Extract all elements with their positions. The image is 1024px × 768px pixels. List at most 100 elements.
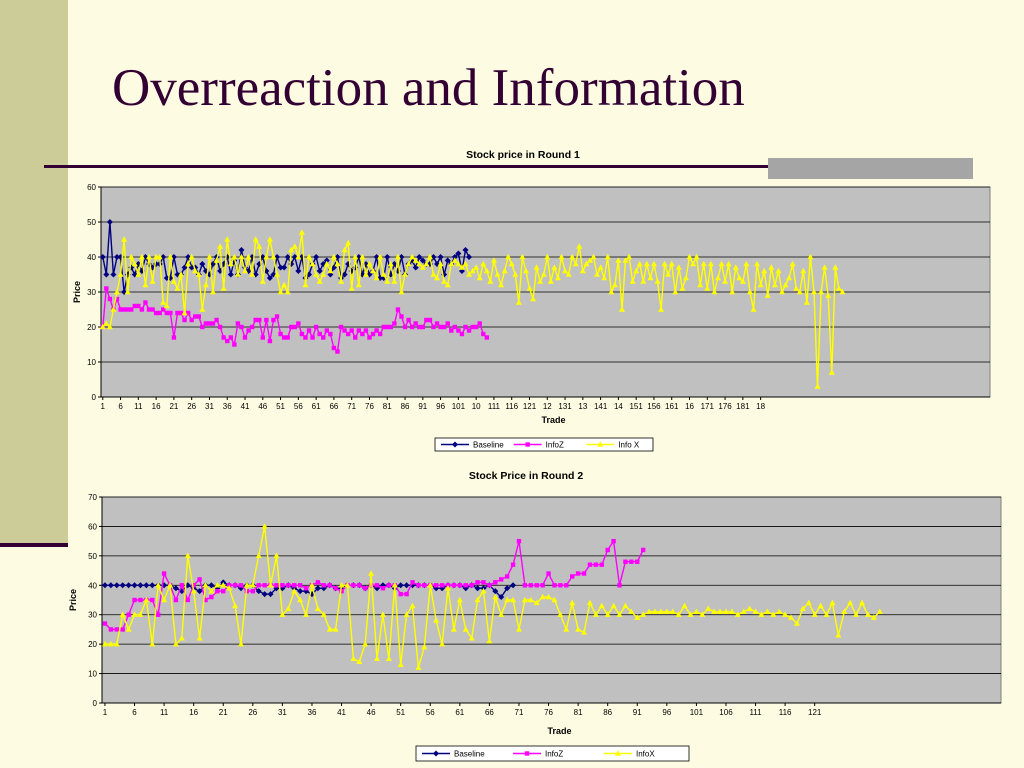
data-point (320, 611, 327, 617)
data-point (473, 324, 479, 330)
data-point (384, 278, 391, 284)
data-point (397, 582, 404, 589)
data-point (288, 246, 295, 253)
data-point (483, 267, 490, 274)
data-point (255, 552, 262, 559)
data-point (192, 267, 199, 274)
data-point (817, 602, 824, 609)
data-point (316, 268, 323, 274)
legend-label: InfoZ (546, 441, 564, 450)
data-point (155, 612, 161, 617)
data-point (636, 260, 643, 267)
data-point (150, 597, 155, 603)
data-point (391, 581, 398, 588)
data-point (640, 278, 647, 284)
data-point (743, 260, 750, 267)
x-tick-label: 56 (426, 708, 435, 717)
data-point (362, 640, 369, 647)
data-point (317, 331, 322, 337)
data-point (143, 596, 150, 603)
data-point (172, 585, 179, 592)
data-point (484, 335, 490, 340)
data-point (522, 583, 528, 588)
data-point (297, 596, 304, 603)
x-tick-label: 181 (736, 402, 750, 411)
data-point (572, 260, 579, 267)
data-point (228, 335, 233, 340)
data-point (796, 288, 803, 295)
data-point (420, 324, 426, 330)
data-point (427, 317, 433, 323)
data-point (633, 267, 640, 274)
data-point (327, 267, 334, 274)
legend: Baseline InfoZ Info X (434, 437, 654, 452)
data-point (675, 264, 682, 270)
data-point (313, 324, 319, 330)
data-point (552, 583, 557, 588)
data-point (120, 627, 125, 632)
x-tick-label: 14 (614, 402, 623, 411)
x-tick-label: 21 (169, 402, 178, 411)
data-point (551, 596, 558, 603)
x-tick-label: 66 (329, 402, 338, 411)
y-tick-label: 50 (88, 552, 97, 561)
data-point (380, 586, 386, 591)
data-point (445, 321, 450, 326)
data-point (121, 307, 127, 312)
data-point (345, 331, 351, 337)
data-point (161, 596, 168, 603)
data-point (196, 634, 203, 641)
data-point (281, 335, 287, 340)
x-tick-label: 81 (574, 708, 583, 717)
data-point (114, 627, 119, 632)
data-point (746, 288, 753, 295)
data-point (492, 593, 499, 600)
x-tick-label: 81 (383, 402, 392, 411)
data-point (314, 585, 321, 592)
x-tick-label: 51 (396, 708, 405, 717)
data-point (196, 588, 203, 595)
data-point (434, 274, 441, 281)
x-tick-label: 106 (719, 708, 733, 717)
data-point (629, 278, 636, 284)
y-axis-label: Price (68, 589, 78, 611)
x-tick-label: 71 (347, 402, 356, 411)
data-point (575, 571, 581, 576)
data-point (750, 306, 757, 312)
data-point (521, 596, 528, 603)
data-point (253, 317, 258, 323)
data-point (477, 321, 482, 326)
x-tick-label: 131 (558, 402, 572, 411)
data-point (330, 253, 337, 260)
data-point (761, 267, 768, 274)
data-point (338, 324, 344, 330)
data-point (835, 632, 842, 638)
data-point (419, 264, 426, 270)
data-point (470, 324, 475, 330)
data-point (138, 253, 145, 260)
data-point (199, 306, 206, 312)
left-accent-rule (0, 543, 68, 547)
y-tick-label: 30 (88, 611, 97, 620)
x-tick-label: 61 (455, 708, 464, 717)
data-point (188, 253, 195, 260)
data-point (700, 260, 707, 267)
data-point (526, 285, 533, 291)
data-point (277, 288, 284, 295)
data-point (232, 342, 237, 347)
data-point (628, 608, 635, 614)
data-point (565, 271, 572, 277)
data-point (373, 274, 380, 281)
data-point (456, 328, 461, 333)
data-point (117, 271, 124, 277)
x-tick-label: 6 (118, 402, 123, 411)
data-point (786, 274, 793, 281)
data-point (776, 608, 783, 614)
x-tick-label: 171 (701, 402, 715, 411)
data-point (444, 584, 451, 591)
data-point (295, 253, 302, 260)
data-point (161, 571, 167, 576)
data-point (299, 331, 305, 337)
data-point (357, 583, 362, 588)
